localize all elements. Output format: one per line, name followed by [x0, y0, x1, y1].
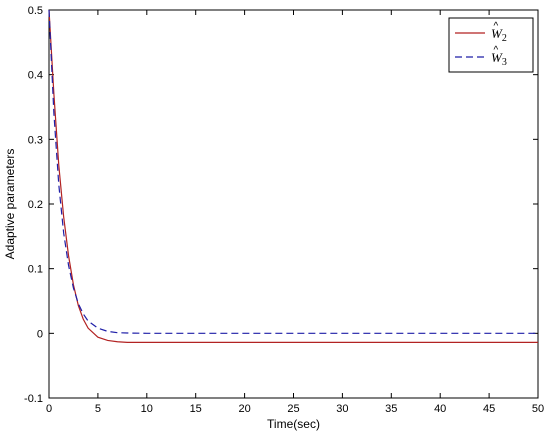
y-axis-label: Adaptive parameters [3, 149, 17, 260]
series-lines [48, 9, 538, 343]
series-line-2 [48, 9, 538, 334]
x-tick-label: 50 [532, 403, 544, 415]
x-tick-label: 15 [190, 403, 202, 415]
x-tick-label: 45 [483, 403, 495, 415]
y-tick-label: 0.4 [28, 70, 43, 82]
legend-label: W2 [491, 26, 507, 44]
y-tick-label: 0.2 [28, 199, 43, 211]
x-tick-label: 20 [238, 403, 250, 415]
hat-accent: ^ [494, 45, 499, 56]
x-tick-label: 0 [46, 403, 52, 415]
x-axis-label: Time(sec) [267, 417, 320, 431]
x-tick-label: 35 [385, 403, 397, 415]
legend-box [448, 17, 534, 73]
y-tick-label: 0.3 [28, 134, 43, 146]
x-tick-label: 10 [141, 403, 153, 415]
x-tick-label: 25 [287, 403, 299, 415]
series-line-1 [48, 9, 538, 343]
y-tick-label: 0.5 [28, 5, 43, 17]
y-tick-label: 0.1 [28, 264, 43, 276]
axis-ticks: 0 5 10 15 20 25 30 35 40 45 50-0.100.10.20.30.40.5 [24, 5, 544, 415]
y-tick-label: 0 [37, 328, 43, 340]
legend: W2^W3^ [448, 17, 534, 73]
legend-label: W3 [491, 50, 507, 68]
x-tick-label: 5 [95, 403, 101, 415]
x-tick-label: 40 [434, 403, 446, 415]
y-tick-label: -0.1 [24, 393, 43, 405]
x-tick-label: 30 [336, 403, 348, 415]
hat-accent: ^ [494, 21, 499, 32]
